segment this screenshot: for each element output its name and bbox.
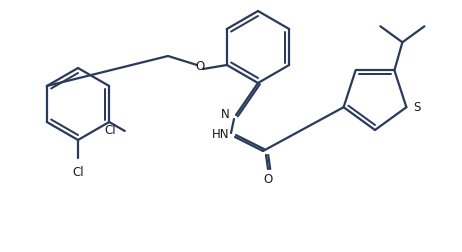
Text: N: N <box>221 109 230 121</box>
Text: O: O <box>195 60 205 74</box>
Text: O: O <box>263 173 273 186</box>
Text: S: S <box>413 101 421 114</box>
Text: Cl: Cl <box>72 166 84 179</box>
Text: Cl: Cl <box>104 124 116 138</box>
Text: HN: HN <box>212 129 229 142</box>
